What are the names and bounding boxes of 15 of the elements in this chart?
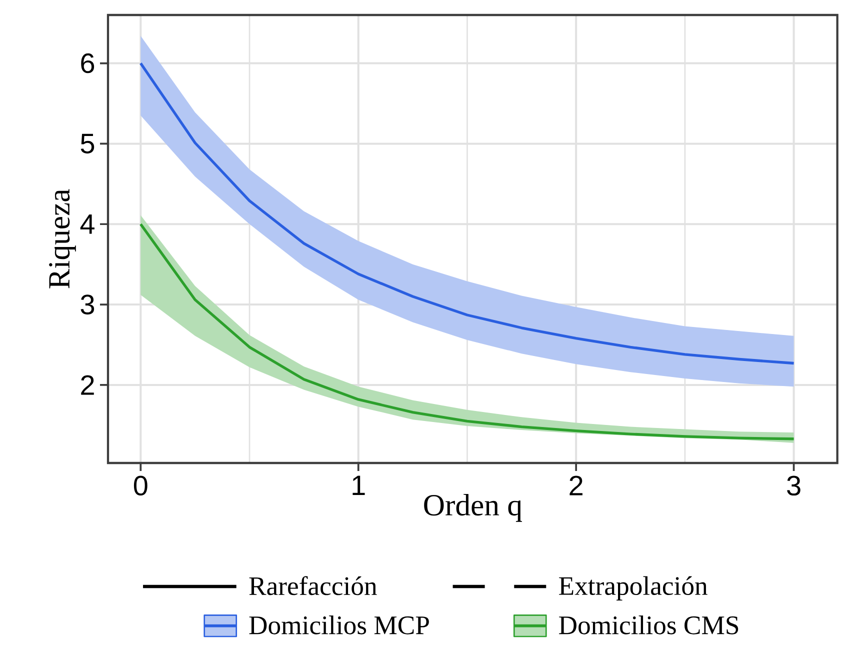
y-tick-label: 3 — [80, 294, 94, 314]
legend-label: Domicilios MCP — [249, 616, 429, 634]
legend-label: Domicilios CMS — [559, 616, 738, 634]
y-tick-label: 2 — [81, 375, 94, 395]
x-tick-label: 3 — [787, 476, 800, 496]
legend-label: Rarefacción — [249, 576, 377, 596]
legend-label: Extrapolación — [559, 576, 708, 600]
y-tick-label: 6 — [81, 53, 94, 74]
x-tick-label: 0 — [134, 476, 148, 496]
y-tick-label: 4 — [80, 214, 94, 234]
x-tick-label: 2 — [570, 476, 582, 496]
y-tick-label: 5 — [80, 134, 94, 154]
y-axis-title: Riqueza — [49, 189, 76, 288]
x-axis-title: Orden q — [424, 494, 522, 522]
x-tick-label: 1 — [352, 476, 365, 495]
